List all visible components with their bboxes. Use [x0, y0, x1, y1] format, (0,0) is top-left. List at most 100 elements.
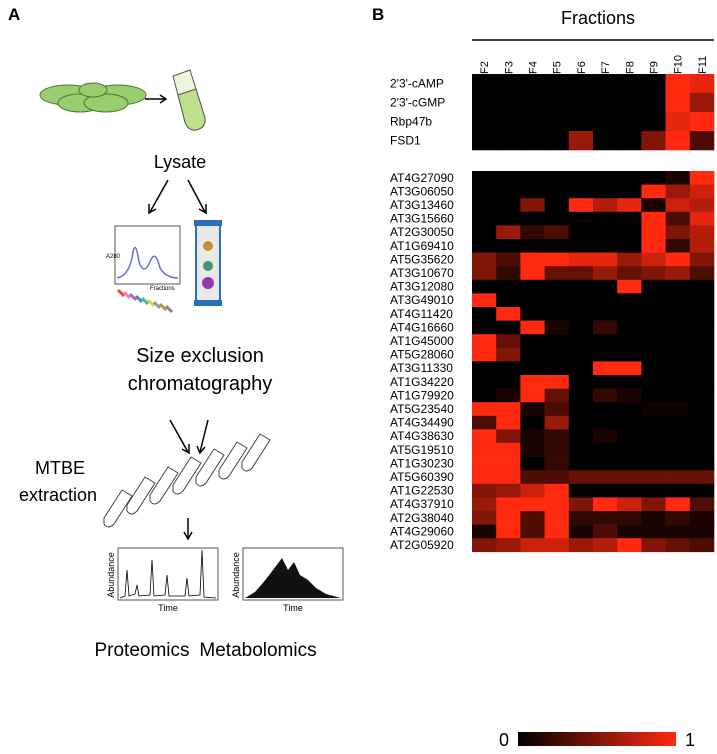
heatmap-cell — [520, 388, 545, 403]
heatmap-cell — [617, 538, 642, 553]
heatmap-cell — [617, 171, 642, 185]
heatmap-cell — [641, 225, 666, 240]
heatmap-cell — [568, 361, 594, 376]
row-label: AT3G10670 — [390, 266, 454, 280]
heatmap-cell — [472, 112, 497, 132]
heatmap-cell — [544, 483, 570, 498]
heatmap-cell — [496, 388, 521, 403]
heatmap-cell — [496, 538, 521, 553]
heatmap-cell — [665, 184, 691, 199]
row-label: AT4G34490 — [390, 416, 454, 430]
row-label: AT5G35620 — [390, 252, 454, 266]
row-label: AT5G60390 — [390, 470, 454, 484]
heatmap-cell — [641, 538, 666, 553]
heatmap-cell — [689, 334, 715, 349]
heatmap-cell — [544, 538, 570, 553]
heatmap-cell — [593, 307, 618, 321]
heatmap-cell — [544, 524, 570, 539]
heatmap-cell — [641, 320, 666, 335]
heatmap-cell — [665, 402, 691, 417]
heatmap-cell — [689, 511, 715, 525]
heatmap-cell — [617, 443, 642, 457]
heatmap-cell — [617, 239, 642, 253]
heatmap-cell — [617, 307, 642, 321]
heatmap-cell — [593, 131, 618, 151]
heatmap-cell — [544, 171, 570, 185]
heatmap-cell — [568, 334, 594, 349]
heatmap-cell — [544, 334, 570, 349]
heatmap-cell — [641, 524, 666, 539]
heatmap-cell — [472, 402, 497, 417]
heatmap-cell — [665, 511, 691, 525]
heatmap-cell — [593, 402, 618, 417]
heatmap-cell — [641, 361, 666, 376]
heatmap-cell — [641, 171, 666, 185]
heatmap-cell — [641, 279, 666, 294]
heatmap-cell — [496, 239, 521, 253]
heatmap-cell — [496, 307, 521, 321]
heatmap-cell — [665, 252, 691, 267]
column-label: F7 — [600, 61, 612, 74]
column-label: F4 — [528, 61, 540, 74]
heatmap-cell — [496, 320, 521, 335]
heatmap-cell — [472, 375, 497, 389]
heatmap-cell — [472, 497, 497, 512]
heatmap-cell — [520, 252, 545, 267]
heatmap-cell — [568, 211, 594, 226]
heatmap-cell — [568, 443, 594, 457]
heatmap-cell — [520, 131, 545, 151]
step-label: MTBE — [35, 458, 85, 478]
heatmap-cell — [593, 361, 618, 376]
heatmap-cell — [496, 112, 521, 132]
heatmap-cell — [472, 74, 497, 94]
step-label: Proteomics — [94, 640, 189, 661]
heatmap-cell — [593, 415, 618, 430]
heatmap-cell — [617, 483, 642, 498]
heatmap-cell — [544, 497, 570, 512]
heatmap-cell — [617, 334, 642, 349]
heatmap-cell — [568, 171, 594, 185]
heatmap-cell — [496, 93, 521, 113]
heatmap-cell — [641, 497, 666, 512]
heatmap-cell — [689, 279, 715, 294]
heatmap-cell — [520, 211, 545, 226]
step-label: Metabolomics — [199, 640, 316, 661]
heatmap-cell — [544, 347, 570, 362]
heatmap-cell — [520, 511, 545, 525]
heatmap-cell — [593, 538, 618, 553]
heatmap-cell — [544, 293, 570, 308]
heatmap-cell — [641, 456, 666, 471]
heatmap-cell — [665, 74, 691, 94]
heatmap-cell — [689, 415, 715, 430]
heatmap-cell — [641, 131, 666, 151]
heatmap-cell — [568, 497, 594, 512]
heatmap-cell — [520, 279, 545, 294]
heatmap-cell — [472, 252, 497, 267]
heatmap-cell — [689, 239, 715, 253]
heatmap-cell — [689, 225, 715, 240]
heatmap-cell — [496, 443, 521, 457]
heatmap-cell — [593, 198, 618, 213]
axis-label: Fractions — [150, 286, 175, 292]
heatmap-cell — [593, 266, 618, 281]
heatmap-cell — [520, 239, 545, 253]
heatmap-cell — [496, 266, 521, 281]
heatmap-cell — [665, 266, 691, 281]
step-label: extraction — [19, 485, 97, 505]
heatmap-cell — [568, 239, 594, 253]
heatmap-cell — [617, 402, 642, 417]
heatmap-cell — [617, 293, 642, 308]
heatmap-cell — [689, 198, 715, 213]
heatmap-cell — [520, 112, 545, 132]
heatmap-cell — [472, 266, 497, 281]
heatmap-cell — [593, 334, 618, 349]
axis-label: A280 — [106, 254, 121, 260]
heatmap-cell — [496, 402, 521, 417]
heatmap-cell — [665, 320, 691, 335]
heatmap-cell — [544, 225, 570, 240]
heatmap-cell — [641, 252, 666, 267]
heatmap-cell — [665, 524, 691, 539]
heatmap-cell — [665, 171, 691, 185]
heatmap-cell — [641, 483, 666, 498]
